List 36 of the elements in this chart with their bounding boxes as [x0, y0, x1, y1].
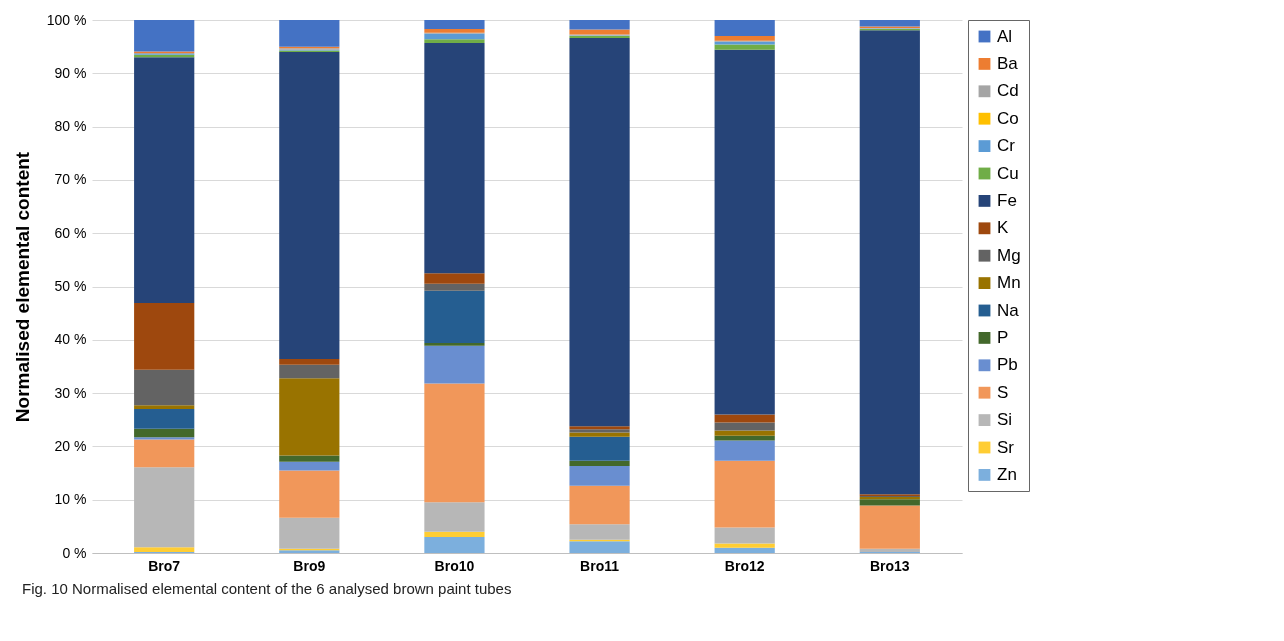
y-tick-label: 70 %: [54, 171, 87, 188]
legend-label: Zn: [997, 464, 1017, 484]
y-tick-label: 60 %: [54, 224, 87, 241]
legend-label: Cu: [997, 163, 1019, 183]
y-tick-label: 30 %: [54, 384, 87, 401]
legend-label: Na: [997, 300, 1020, 320]
y-tick-label: 0 %: [62, 544, 87, 561]
legend-label: Co: [997, 108, 1019, 128]
y-axis-title: Normalised elemental content: [11, 151, 33, 423]
y-tick-label: 100 %: [46, 11, 87, 28]
legend-label: Mg: [997, 245, 1021, 265]
legend-label: K: [997, 218, 1009, 238]
legend-label: S: [997, 382, 1009, 402]
y-tick-label: 40 %: [54, 331, 87, 348]
legend-label: Mn: [997, 273, 1021, 293]
y-tick-label: 80 %: [54, 118, 87, 135]
legend-label: Al: [997, 26, 1013, 46]
x-tick-label: Bro12: [724, 557, 765, 574]
y-tick-label: 10 %: [54, 491, 87, 508]
legend-label: Cd: [997, 81, 1019, 101]
caption: Fig. 10 Normalised elemental content of the 6 analysed brown paint tubes: [22, 580, 513, 597]
legend-label: Si: [997, 410, 1013, 430]
legend-label: Ba: [997, 53, 1019, 73]
y-tick-label: 20 %: [54, 437, 87, 454]
legend-label: Cr: [997, 136, 1016, 156]
x-tick-label: Bro13: [869, 557, 910, 574]
y-tick-label: 90 %: [54, 64, 87, 81]
x-tick-label: Bro10: [434, 557, 475, 574]
x-tick-label: Bro7: [148, 557, 181, 574]
legend-label: Pb: [997, 355, 1018, 375]
x-tick-label: Bro11: [580, 557, 620, 574]
legend-label: Fe: [997, 190, 1017, 210]
legend-label: P: [997, 327, 1009, 347]
x-tick-label: Bro9: [293, 557, 326, 574]
y-tick-label: 50 %: [54, 278, 87, 294]
legend-label: Sr: [997, 437, 1015, 457]
